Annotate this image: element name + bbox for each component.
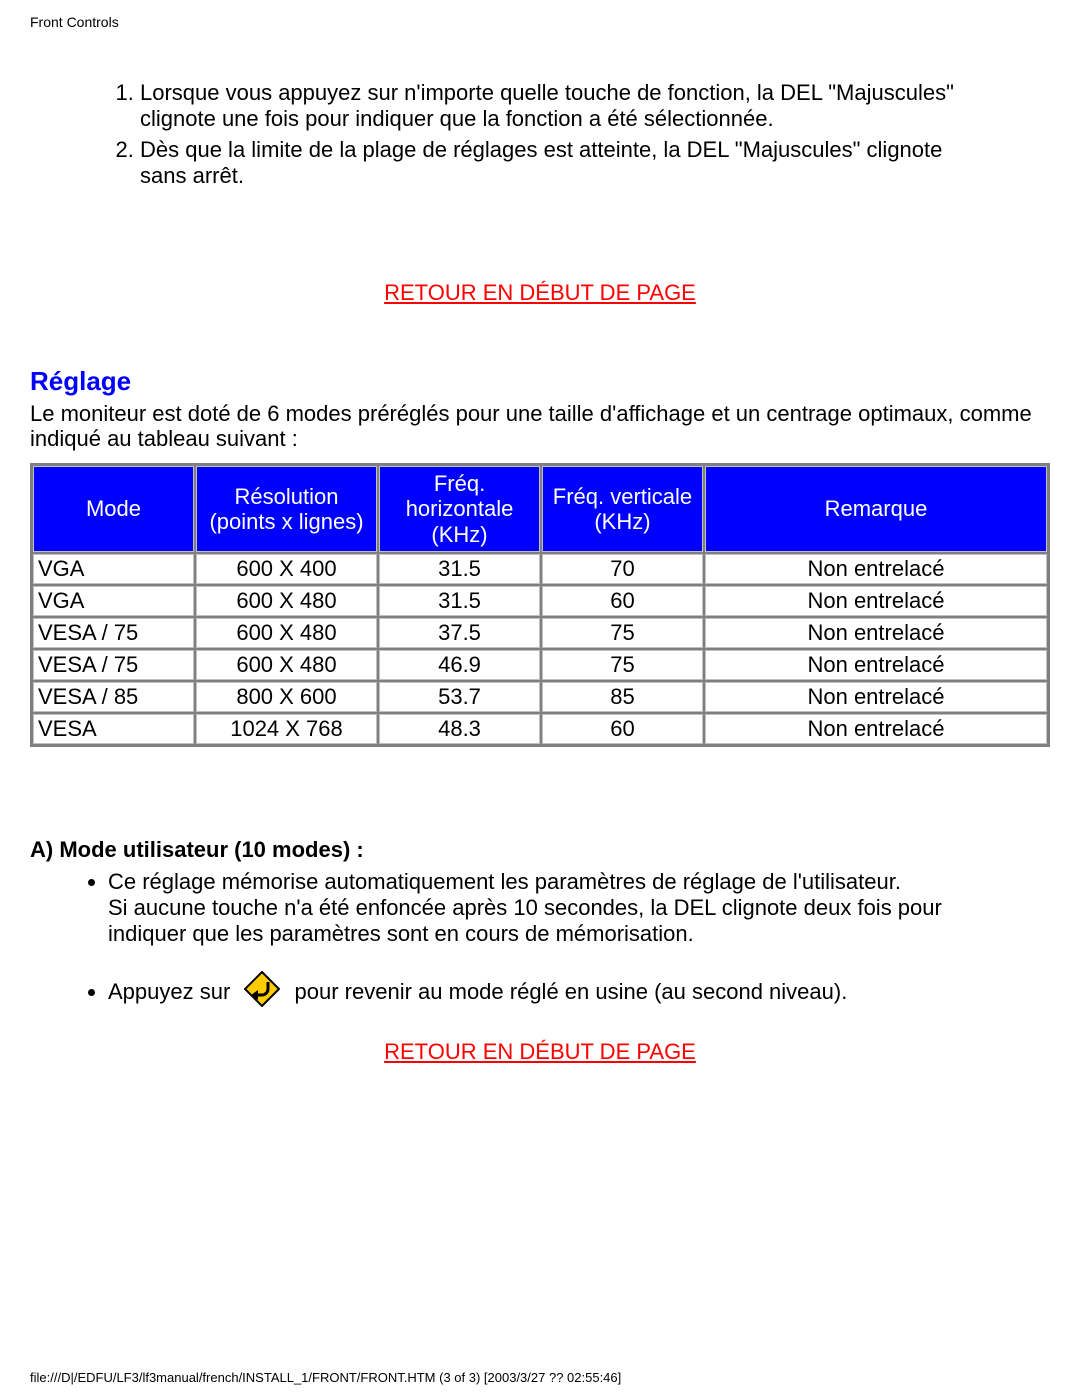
th-resolution-l1: Résolution — [235, 484, 339, 509]
th-vfreq-l2: (KHz) — [594, 509, 650, 534]
usermode-list: Ce réglage mémorise automatiquement les … — [30, 869, 1050, 1015]
section-heading-reglage: Réglage — [30, 366, 1050, 397]
table-cell: VGA — [33, 586, 194, 616]
usermode-b2-before: Appuyez sur — [108, 979, 236, 1004]
usermode-b1-l1: Ce réglage mémorise automatiquement les … — [108, 869, 901, 894]
intro-numbered-list: Lorsque vous appuyez sur n'importe quell… — [30, 80, 1050, 190]
table-header-row: Mode Résolution (points x lignes) Fréq. … — [33, 466, 1047, 552]
th-hfreq-l1: Fréq. horizontale — [406, 471, 514, 521]
table-cell: 31.5 — [379, 554, 540, 584]
modes-table: Mode Résolution (points x lignes) Fréq. … — [30, 463, 1050, 747]
table-cell: VESA / 75 — [33, 650, 194, 680]
table-cell: VESA — [33, 714, 194, 744]
table-row: VGA600 X 48031.560Non entrelacé — [33, 586, 1047, 616]
table-cell: 1024 X 768 — [196, 714, 377, 744]
footer-path: file:///D|/EDFU/LF3/lf3manual/french/INS… — [30, 1370, 621, 1385]
table-cell: Non entrelacé — [705, 618, 1047, 648]
table-cell: VESA / 75 — [33, 618, 194, 648]
th-resolution: Résolution (points x lignes) — [196, 466, 377, 552]
usermode-heading: A) Mode utilisateur (10 modes) : — [30, 837, 1050, 863]
intro-item-2: Dès que la limite de la plage de réglage… — [140, 137, 1050, 190]
th-remark: Remarque — [705, 466, 1047, 552]
table-row: VESA / 85800 X 60053.785Non entrelacé — [33, 682, 1047, 712]
table-cell: 800 X 600 — [196, 682, 377, 712]
th-vfreq: Fréq. verticale (KHz) — [542, 466, 703, 552]
table-cell: 46.9 — [379, 650, 540, 680]
table-cell: VGA — [33, 554, 194, 584]
table-cell: Non entrelacé — [705, 650, 1047, 680]
table-cell: 37.5 — [379, 618, 540, 648]
table-cell: 60 — [542, 586, 703, 616]
table-row: VGA600 X 40031.570Non entrelacé — [33, 554, 1047, 584]
table-row: VESA / 75600 X 48037.575Non entrelacé — [33, 618, 1047, 648]
table-cell: 600 X 480 — [196, 618, 377, 648]
th-hfreq: Fréq. horizontale (KHz) — [379, 466, 540, 552]
table-cell: 53.7 — [379, 682, 540, 712]
th-remark-l1: Remarque — [825, 496, 928, 521]
table-cell: 60 — [542, 714, 703, 744]
table-cell: 600 X 480 — [196, 586, 377, 616]
table-row: VESA / 75600 X 48046.975Non entrelacé — [33, 650, 1047, 680]
table-cell: Non entrelacé — [705, 682, 1047, 712]
usermode-b2-after: pour revenir au mode réglé en usine (au … — [295, 979, 848, 1004]
table-cell: 600 X 400 — [196, 554, 377, 584]
table-cell: 48.3 — [379, 714, 540, 744]
table-cell: 70 — [542, 554, 703, 584]
table-cell: VESA / 85 — [33, 682, 194, 712]
usermode-bullet-2: Appuyez sur pour revenir au mode réglé e… — [108, 971, 1050, 1015]
table-cell: Non entrelacé — [705, 714, 1047, 744]
return-top-link[interactable]: RETOUR EN DÉBUT DE PAGE — [384, 1039, 696, 1064]
th-mode: Mode — [33, 466, 194, 552]
intro-item-1: Lorsque vous appuyez sur n'importe quell… — [140, 80, 1050, 133]
th-hfreq-l2: (KHz) — [431, 522, 487, 547]
return-top-link[interactable]: RETOUR EN DÉBUT DE PAGE — [384, 280, 696, 305]
table-cell: Non entrelacé — [705, 586, 1047, 616]
table-cell: Non entrelacé — [705, 554, 1047, 584]
usermode-b1-l2: Si aucune touche n'a été enfoncée après … — [108, 895, 942, 946]
page-header-title: Front Controls — [30, 0, 1050, 40]
table-row: VESA1024 X 76848.360Non entrelacé — [33, 714, 1047, 744]
table-cell: 85 — [542, 682, 703, 712]
return-top-link-container-2: RETOUR EN DÉBUT DE PAGE — [30, 1039, 1050, 1065]
return-top-link-container-1: RETOUR EN DÉBUT DE PAGE — [30, 280, 1050, 306]
table-cell: 600 X 480 — [196, 650, 377, 680]
table-cell: 75 — [542, 618, 703, 648]
th-mode-l1: Mode — [86, 496, 141, 521]
table-cell: 75 — [542, 650, 703, 680]
th-vfreq-l1: Fréq. verticale — [553, 484, 692, 509]
th-resolution-l2: (points x lignes) — [209, 509, 363, 534]
return-arrow-icon — [244, 971, 280, 1013]
usermode-bullet-1: Ce réglage mémorise automatiquement les … — [108, 869, 1050, 947]
section-lead-text: Le moniteur est doté de 6 modes préréglé… — [30, 401, 1050, 452]
table-cell: 31.5 — [379, 586, 540, 616]
